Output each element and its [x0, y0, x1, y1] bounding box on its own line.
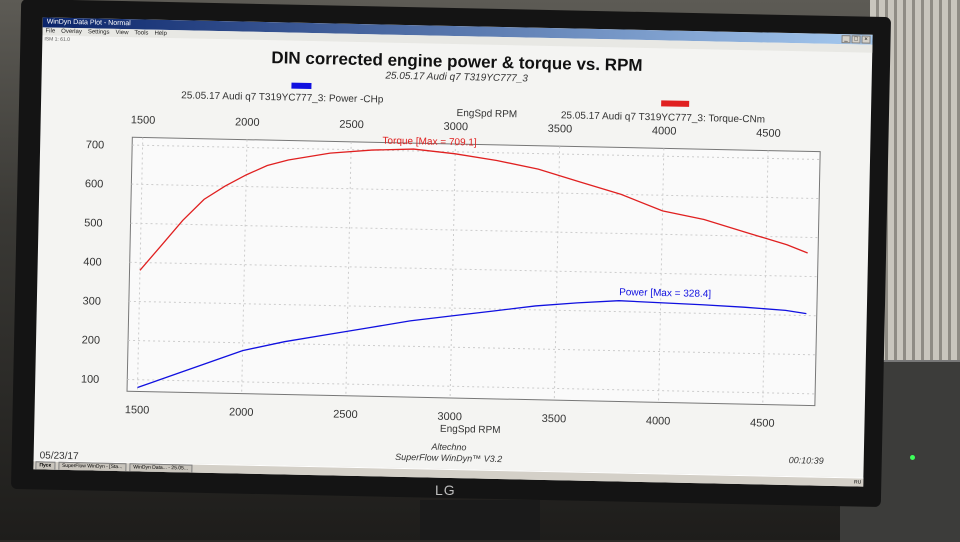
monitor-stand	[420, 500, 540, 540]
x-tick-label: 2000	[229, 406, 254, 419]
x-tick-label: 3500	[542, 413, 567, 426]
x-tick-label: 3000	[437, 411, 462, 424]
grid-line	[449, 144, 456, 398]
grid-line	[658, 148, 665, 403]
grid-line	[136, 137, 144, 392]
x-tick-label: 4500	[750, 417, 775, 430]
y-tick-label: 200	[82, 334, 101, 346]
x-tick-label-top: 4000	[652, 125, 677, 138]
footer-time: 00:10:39	[788, 455, 824, 466]
x-tick-label: 1500	[125, 404, 150, 417]
y-tick-label: 100	[81, 374, 100, 386]
grid-line	[762, 150, 769, 405]
y-tick-label: 400	[83, 256, 102, 268]
x-tick-label-top: 2000	[235, 116, 260, 129]
power-led	[910, 455, 915, 460]
screen: WinDyn Data Plot - Normal _ □ × File Ove…	[33, 17, 873, 487]
x-tick-label: 4000	[646, 415, 671, 428]
grid-line	[345, 141, 352, 396]
system-tray: RU	[853, 479, 862, 486]
monitor-logo: LG	[435, 482, 456, 498]
x-axis-title: EngSpd RPM	[440, 424, 501, 436]
y-tick-label: 500	[84, 217, 103, 229]
x-tick-label: 2500	[333, 409, 358, 422]
y-tick-label: 600	[85, 178, 104, 190]
torque-line	[139, 148, 808, 271]
torque-max-annotation: Torque [Max = 709.1]	[382, 136, 477, 149]
x-tick-label-top: 3000	[443, 121, 468, 134]
plot-frame	[126, 136, 821, 407]
power-max-annotation: Power [Max = 328.4]	[619, 287, 711, 300]
grid-line	[553, 146, 561, 401]
start-button[interactable]: Пуск	[35, 461, 56, 471]
y-tick-label: 700	[86, 139, 105, 151]
x-tick-label-top: 3500	[548, 123, 573, 136]
x-tick-label-top: 1500	[131, 114, 156, 127]
power-line	[137, 300, 807, 389]
y-tick-label: 300	[82, 295, 101, 307]
x-tick-label-top: 4500	[756, 127, 781, 140]
x-axis-title-top: EngSpd RPM	[456, 108, 517, 120]
x-tick-label-top: 2500	[339, 119, 364, 132]
chart-area: 1500 1500 2000 2000 2500 2500 3000 3000 3500 3500…	[81, 108, 821, 436]
